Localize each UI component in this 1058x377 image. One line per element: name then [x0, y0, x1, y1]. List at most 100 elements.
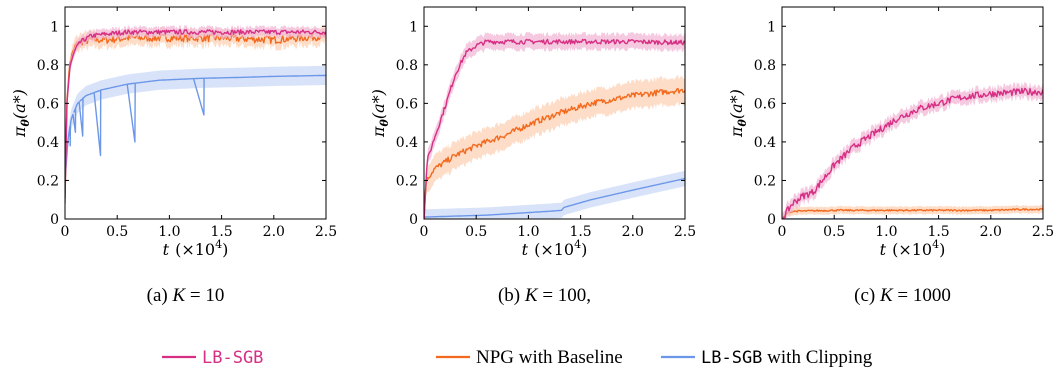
- y-axis-label: πθ(a*): [369, 89, 391, 138]
- x-axis-label: t (×104): [163, 238, 229, 259]
- caption-k: K: [171, 285, 186, 306]
- axes-frame: [64, 6, 327, 220]
- y-label-tail: (a*): [369, 89, 388, 119]
- y-tick-label: 0.2: [37, 173, 59, 189]
- x-label-var: t: [880, 240, 887, 259]
- confidence-band: [65, 65, 326, 191]
- subplot-caption: (c) K = 1000: [854, 285, 951, 306]
- subplot-caption: (a) K = 10: [147, 285, 225, 306]
- x-label-close: ): [581, 240, 587, 259]
- legend: LB-SGB NPG with Baseline LB-SGB with Clipp…: [162, 347, 873, 368]
- panel-1: 0 0.5 1.0 1.5 2.0 2.500.20.40.60.81t (×104)πθ(…: [10, 6, 337, 306]
- x-tick-label: 1.5: [927, 224, 949, 240]
- y-label-pi: π: [727, 126, 746, 138]
- y-label-pi: π: [369, 126, 388, 138]
- y-tick-label: 0.4: [396, 135, 418, 151]
- x-tick-label: 0: [61, 224, 70, 240]
- y-tick-label: 0: [767, 212, 776, 228]
- x-label-var: t: [522, 240, 529, 259]
- panel-2: 0 0.5 1.0 1.5 2.0 2.500.20.40.60.81t (×104)πθ(…: [369, 6, 696, 306]
- x-label-unit: (×10: [175, 240, 215, 259]
- x-tick-label: 0: [778, 224, 787, 240]
- y-label-pi: π: [10, 126, 29, 138]
- y-label-tail: (a*): [10, 89, 29, 119]
- y-label-sub: θ: [378, 118, 391, 126]
- x-label-unit: (×10: [892, 240, 932, 259]
- x-tick-label: 2.5: [674, 224, 696, 240]
- x-tick-label: 2.5: [1032, 224, 1054, 240]
- axes-frame: [781, 6, 1044, 220]
- y-tick-label: 0.2: [754, 173, 776, 189]
- y-tick-label: 0: [50, 212, 59, 228]
- confidence-band: [424, 75, 685, 219]
- x-tick-label: 0.5: [465, 224, 487, 240]
- caption-rest: = 100,: [538, 285, 591, 306]
- subplot-caption: (b) K = 100,: [498, 285, 591, 306]
- y-tick-label: 1: [409, 19, 418, 35]
- y-label-tail: (a*): [727, 89, 746, 119]
- x-tick-label: 1.0: [517, 224, 539, 240]
- series-line: [65, 74, 326, 181]
- y-label-sub: θ: [19, 118, 32, 126]
- x-label-unit: (×10: [534, 240, 574, 259]
- confidence-band: [782, 204, 1043, 219]
- y-tick-label: 0.6: [754, 96, 776, 112]
- series-line: [65, 29, 326, 199]
- legend-label-clip-rest: with Clipping: [762, 347, 872, 368]
- caption-k: K: [524, 285, 539, 306]
- x-tick-label: 2.0: [622, 224, 644, 240]
- x-axis-label: t (×104): [522, 238, 588, 259]
- x-label-exp: 4: [932, 238, 939, 251]
- caption-rest: = 1000: [893, 285, 951, 306]
- legend-label: LB-SGB: [202, 348, 263, 368]
- x-tick-label: 2.5: [315, 224, 337, 240]
- series-line: [782, 87, 1043, 219]
- caption-prefix: (c): [854, 285, 880, 306]
- y-axis-label: πθ(a*): [727, 89, 749, 138]
- x-label-exp: 4: [215, 238, 222, 251]
- caption-prefix: (a): [147, 285, 173, 306]
- series-line: [65, 31, 326, 204]
- y-tick-label: 0.6: [396, 96, 418, 112]
- y-tick-label: 0.8: [754, 58, 776, 74]
- x-tick-label: 0.5: [106, 224, 128, 240]
- x-label-close: ): [222, 240, 228, 259]
- series-line: [782, 207, 1043, 219]
- legend-label-lb: LB-SGB: [202, 348, 263, 368]
- y-label-sub: θ: [736, 118, 749, 126]
- panel-3: 0 0.5 1.0 1.5 2.0 2.500.20.40.60.81t (×104)πθ(…: [727, 6, 1054, 306]
- legend-label-clip-mono: LB-SGB: [701, 348, 762, 368]
- x-axis-label: t (×104): [880, 238, 946, 259]
- legend-label: NPG with Baseline: [476, 347, 623, 368]
- y-tick-label: 1: [50, 19, 59, 35]
- legend-label: LB-SGB with Clipping: [701, 347, 873, 368]
- series-line: [424, 88, 685, 219]
- caption-k: K: [879, 285, 894, 306]
- confidence-band: [424, 31, 685, 219]
- x-tick-label: 0.5: [823, 224, 845, 240]
- series-line: [424, 38, 685, 219]
- x-tick-label: 1.0: [158, 224, 180, 240]
- y-tick-label: 0.8: [37, 58, 59, 74]
- confidence-band: [782, 81, 1043, 219]
- x-tick-label: 2.0: [980, 224, 1002, 240]
- caption-rest: = 10: [185, 285, 224, 306]
- y-tick-label: 0: [409, 212, 418, 228]
- plot-area: [782, 81, 1043, 219]
- confidence-band: [65, 25, 326, 204]
- axes-frame: [423, 6, 686, 220]
- plot-area: [65, 24, 326, 212]
- y-tick-label: 0.4: [37, 135, 59, 151]
- y-axis-label: πθ(a*): [10, 89, 32, 138]
- x-tick-label: 1.5: [569, 224, 591, 240]
- series-line: [424, 177, 685, 218]
- x-label-close: ): [939, 240, 945, 259]
- x-tick-label: 1.5: [210, 224, 232, 240]
- x-tick-label: 2.0: [263, 224, 285, 240]
- y-tick-label: 0.8: [396, 58, 418, 74]
- y-tick-label: 1: [767, 19, 776, 35]
- confidence-band: [65, 24, 326, 212]
- x-label-var: t: [163, 240, 170, 259]
- y-tick-label: 0.2: [396, 173, 418, 189]
